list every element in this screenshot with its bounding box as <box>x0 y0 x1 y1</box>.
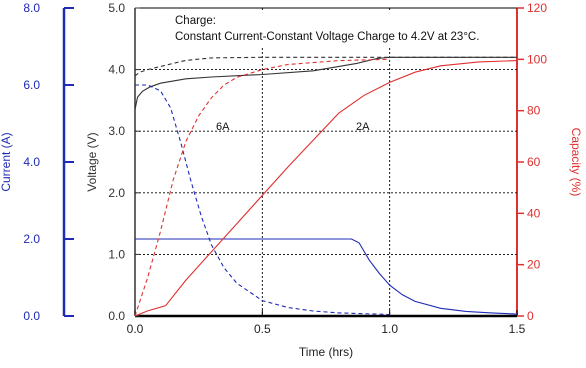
x-tick-label: 0.5 <box>254 322 271 336</box>
voltage-tick-label: 3.0 <box>108 124 125 138</box>
voltage-tick-label: 2.0 <box>108 186 125 200</box>
voltage-tick-label: 4.0 <box>108 63 125 77</box>
series-label-6a: 6A <box>216 121 230 133</box>
current-axis-label: Current (A) <box>0 132 13 191</box>
capacity-tick-label: 100 <box>527 52 547 66</box>
annotation-line-2: Constant Current-Constant Voltage Charge… <box>175 31 479 43</box>
voltage-line-2a-solid <box>134 56 517 110</box>
current-tick-label: 2.0 <box>23 232 40 246</box>
capacity-tick-label: 60 <box>527 155 541 169</box>
current-tick-label: 8.0 <box>23 1 40 15</box>
x-axis-label: Time (hrs) <box>299 345 353 359</box>
series-label-2a: 2A <box>356 121 370 133</box>
current-tick-label: 0.0 <box>23 309 40 323</box>
grid-lines <box>135 8 517 316</box>
x-tick-label: 0.0 <box>127 322 144 336</box>
voltage-tick-label: 5.0 <box>108 1 125 15</box>
annotation-line-1: Charge: <box>175 15 216 27</box>
capacity-axis-label: Capacity (%) <box>569 128 583 197</box>
capacity-line-2a-solid <box>134 60 518 317</box>
annotation: Charge: Constant Current-Constant Voltag… <box>172 12 502 46</box>
voltage-line-6a-dashed <box>134 56 517 77</box>
voltage-axis: Voltage (V) <box>85 8 136 316</box>
capacity-tick-label: 120 <box>527 1 547 15</box>
current-line-6a-dashed <box>135 84 390 316</box>
tick-labels: 0.0 0.5 1.0 1.5 0.0 2.0 4.0 6.0 8.0 0.0 1.0 2.0 3.0 4… <box>23 1 547 336</box>
capacity-tick-label: 40 <box>527 206 541 220</box>
voltage-tick-label: 0.0 <box>108 309 125 323</box>
series-lines <box>134 56 518 317</box>
capacity-tick-label: 0 <box>527 309 534 323</box>
current-tick-label: 6.0 <box>23 78 40 92</box>
capacity-line-6a-dashed <box>134 58 390 317</box>
x-tick-label: 1.5 <box>509 322 526 336</box>
current-line-2a-solid <box>135 238 518 315</box>
x-tick-label: 1.0 <box>381 322 398 336</box>
current-tick-label: 4.0 <box>23 155 40 169</box>
voltage-tick-label: 1.0 <box>108 247 125 261</box>
capacity-tick-label: 80 <box>527 104 541 118</box>
plot-frame <box>135 7 517 318</box>
capacity-tick-label: 20 <box>527 258 541 272</box>
voltage-axis-label: Voltage (V) <box>85 132 99 191</box>
